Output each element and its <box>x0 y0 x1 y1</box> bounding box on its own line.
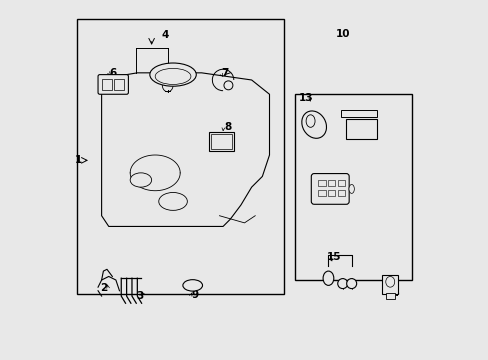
Bar <box>337 190 344 196</box>
Bar <box>385 293 394 298</box>
Text: 9: 9 <box>191 291 198 300</box>
Bar <box>318 180 325 186</box>
Text: 12: 12 <box>362 120 377 130</box>
FancyBboxPatch shape <box>98 75 128 94</box>
Ellipse shape <box>130 173 151 187</box>
Text: 11: 11 <box>314 191 328 201</box>
Ellipse shape <box>149 63 196 86</box>
Text: 7: 7 <box>221 68 228 78</box>
Ellipse shape <box>183 280 202 291</box>
Bar <box>208 132 233 152</box>
Bar <box>327 180 335 186</box>
Text: 4: 4 <box>161 30 168 40</box>
FancyBboxPatch shape <box>311 174 348 204</box>
Text: 15: 15 <box>326 252 340 262</box>
Bar <box>210 134 231 149</box>
Text: 8: 8 <box>224 122 231 132</box>
Ellipse shape <box>159 193 187 210</box>
Ellipse shape <box>346 279 356 289</box>
Text: 3: 3 <box>136 291 143 301</box>
Bar <box>294 94 411 280</box>
Bar <box>77 19 283 294</box>
Text: 14: 14 <box>386 288 400 297</box>
Ellipse shape <box>323 271 333 285</box>
Ellipse shape <box>337 279 347 289</box>
Bar <box>340 110 376 117</box>
Bar <box>381 275 397 294</box>
Ellipse shape <box>385 276 394 287</box>
Ellipse shape <box>224 81 232 90</box>
Bar <box>318 190 325 196</box>
Ellipse shape <box>305 115 314 127</box>
Text: 13: 13 <box>298 93 312 103</box>
Ellipse shape <box>155 68 190 85</box>
Text: 1: 1 <box>75 156 82 165</box>
Bar <box>346 119 376 139</box>
Bar <box>114 79 124 90</box>
Bar <box>337 180 344 186</box>
Bar <box>102 79 112 90</box>
Text: 6: 6 <box>109 68 117 78</box>
Text: 10: 10 <box>335 28 349 39</box>
Text: 5: 5 <box>164 68 171 78</box>
Bar <box>327 190 335 196</box>
Text: 2: 2 <box>100 283 107 293</box>
Ellipse shape <box>348 184 354 193</box>
